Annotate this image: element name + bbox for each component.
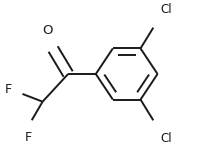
Text: Cl: Cl <box>161 3 172 16</box>
Text: O: O <box>43 24 53 37</box>
Text: Cl: Cl <box>161 132 172 145</box>
Text: F: F <box>25 131 32 144</box>
Text: F: F <box>5 83 12 96</box>
